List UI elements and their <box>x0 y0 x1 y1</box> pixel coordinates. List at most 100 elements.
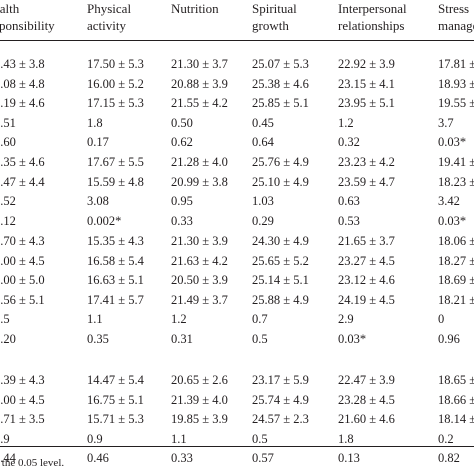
table-cell: 15.35 ± 4.3 <box>87 234 144 248</box>
table-cell: 25.76 ± 4.9 <box>252 155 309 169</box>
table-cell: 21.30 ± 3.7 <box>171 57 228 71</box>
column-header-spiritual-growth: Spiritual growth <box>252 1 297 33</box>
table-cell: 8.35 ± 4.6 <box>0 155 45 169</box>
table-cell: 17.50 ± 5.3 <box>87 57 144 71</box>
table-cell: 0.45 <box>252 115 274 130</box>
table-row: 0.51 1.8 0.50 0.45 1.2 3.7 <box>0 114 474 133</box>
table-cell: 3.00 ± 4.5 <box>0 392 45 407</box>
table-cell: 0.31 <box>171 331 193 346</box>
table-cell: 1.2 <box>171 312 187 326</box>
table-cell: 16.58 ± 5.4 <box>87 253 144 268</box>
table-cell: 18.66 ± <box>438 392 474 407</box>
table-cell: 1.8 <box>338 431 354 446</box>
table-cell: 25.07 ± 5.3 <box>252 57 309 71</box>
table-cell: 18.21 ± <box>438 292 474 307</box>
table-row: 7.71 ± 3.5 15.71 ± 5.3 19.85 ± 3.9 24.57 ± … <box>0 410 474 429</box>
table-row: 0.12 0.002* 0.33 0.29 0.53 0.03* <box>0 212 474 231</box>
table-cell: 0.17 <box>87 135 109 149</box>
table-cell: 16.75 ± 5.1 <box>87 392 144 407</box>
table-cell: 21.55 ± 4.2 <box>171 96 228 110</box>
table-cell: 16.00 ± 5.2 <box>87 76 144 91</box>
table-cell: 0.13 <box>338 451 360 465</box>
table-cell: 19.55 ± <box>438 96 474 110</box>
table-cell: 25.14 ± 5.1 <box>252 273 309 287</box>
table-cell: 23.95 ± 5.1 <box>338 96 395 110</box>
table-row: 3.00 ± 5.0 16.63 ± 5.1 20.50 ± 3.9 25.14 ± … <box>0 271 474 290</box>
table-row: 1.52 3.08 0.95 1.03 0.63 3.42 <box>0 192 474 211</box>
table-cell: 7.47 ± 4.4 <box>0 174 45 189</box>
table-cell: 3.00 ± 5.0 <box>0 273 45 287</box>
column-header-nutrition: Nutrition <box>171 1 219 16</box>
table-cell: 0.7 <box>252 312 268 326</box>
table-row: 1.5 1.1 1.2 0.7 2.9 0 <box>0 310 474 329</box>
table-cell: 0.50 <box>171 115 193 130</box>
table-row: 3.08 ± 4.8 16.00 ± 5.2 20.88 ± 3.9 25.38 ± … <box>0 75 474 94</box>
table-cell: 1.1 <box>171 431 187 446</box>
table-cell: 3.7 <box>438 115 454 130</box>
table-row: 3.00 ± 4.5 16.75 ± 5.1 21.39 ± 4.0 25.74 ± … <box>0 391 474 410</box>
table-cell: 0.53 <box>338 213 360 228</box>
table-cell: 0.5 <box>252 431 268 446</box>
table-cell: 0.5 <box>252 331 268 346</box>
table-cell: 0.57 <box>252 451 274 465</box>
table-cell: 0.82 <box>438 451 460 465</box>
table-cell: 0.2 <box>438 431 454 446</box>
table-row: 7.39 ± 4.3 14.47 ± 5.4 20.65 ± 2.6 23.17 ± … <box>0 371 474 390</box>
table-cell: 24.57 ± 2.3 <box>252 412 309 426</box>
table-cell: 17.81 ± <box>438 57 474 71</box>
table-cell: 0.46 <box>87 451 109 465</box>
table-cell: 0.64 <box>252 135 274 149</box>
table-cell: 20.65 ± 2.6 <box>171 373 228 387</box>
table-cell: 0.44 <box>0 451 16 465</box>
table-cell: 0.29 <box>252 213 274 228</box>
table-cell: 0.9 <box>0 431 10 446</box>
table-row: 0.44 0.46 0.33 0.57 0.13 0.82 <box>0 449 474 468</box>
table-cell: 20.88 ± 3.9 <box>171 76 228 91</box>
table-cell: 3.08 <box>87 194 109 208</box>
table-cell: 0.12 <box>0 213 16 228</box>
table-row: 3.56 ± 5.1 17.41 ± 5.7 21.49 ± 3.7 25.88 ± … <box>0 291 474 310</box>
table-cell: 3.56 ± 5.1 <box>0 292 45 307</box>
table-row: 8.35 ± 4.6 17.67 ± 5.5 21.28 ± 4.0 25.76 ± … <box>0 153 474 172</box>
table-cell: 14.47 ± 5.4 <box>87 373 144 387</box>
table-cell: 0.33 <box>171 213 193 228</box>
table-cell: 0.33 <box>171 451 193 465</box>
table-cell: 17.41 ± 5.7 <box>87 292 144 307</box>
table-cell: 21.60 ± 4.6 <box>338 412 395 426</box>
table-cell: 0 <box>438 312 445 326</box>
table-row: 3.19 ± 4.6 17.15 ± 5.3 21.55 ± 4.2 25.85 ± … <box>0 94 474 113</box>
table-cell: 20.99 ± 3.8 <box>171 174 228 189</box>
table-cell: 2.9 <box>338 312 354 326</box>
table-cell: 0.03* <box>438 213 467 228</box>
table-cell: 22.47 ± 3.9 <box>338 373 395 387</box>
table-row: 0.20 0.35 0.31 0.5 0.03* 0.96 <box>0 330 474 349</box>
table-cell: 0.002* <box>87 213 122 228</box>
table-row: 3.00 ± 4.5 16.58 ± 5.4 21.63 ± 4.2 25.65 ± … <box>0 252 474 271</box>
table-cell: 19.85 ± 3.9 <box>171 412 228 426</box>
table-cell: 0.20 <box>0 331 16 346</box>
header-rule <box>0 40 474 41</box>
table-cell: 21.30 ± 3.9 <box>171 234 228 248</box>
table-cell: 24.30 ± 4.9 <box>252 234 309 248</box>
table-cell: 0.60 <box>0 135 16 149</box>
table-cell: 21.65 ± 3.7 <box>338 234 395 248</box>
table-cell: 23.28 ± 4.5 <box>338 392 395 407</box>
table-cell: 20.50 ± 3.9 <box>171 273 228 287</box>
table-cell: 0.9 <box>87 431 103 446</box>
table-row: 7.70 ± 4.3 15.35 ± 4.3 21.30 ± 3.9 24.30 ± … <box>0 232 474 251</box>
table-cell: 23.23 ± 4.2 <box>338 155 395 169</box>
table-cell: 25.74 ± 4.9 <box>252 392 309 407</box>
table-cell: 21.39 ± 4.0 <box>171 392 228 407</box>
table-cell: 18.14 ± <box>438 412 474 426</box>
table-cell: 0.03* <box>438 135 467 149</box>
table-cell: 21.63 ± 4.2 <box>171 253 228 268</box>
table-cell: 0.63 <box>338 194 360 208</box>
table-cell: 24.19 ± 4.5 <box>338 292 395 307</box>
table-cell: 1.5 <box>0 312 10 326</box>
table-cell: 18.23 ± <box>438 174 474 189</box>
table-cell: 7.71 ± 3.5 <box>0 412 45 426</box>
table-cell: 17.15 ± 5.3 <box>87 96 144 110</box>
table-cell: 1.2 <box>338 115 354 130</box>
table-cell: 1.03 <box>252 194 274 208</box>
